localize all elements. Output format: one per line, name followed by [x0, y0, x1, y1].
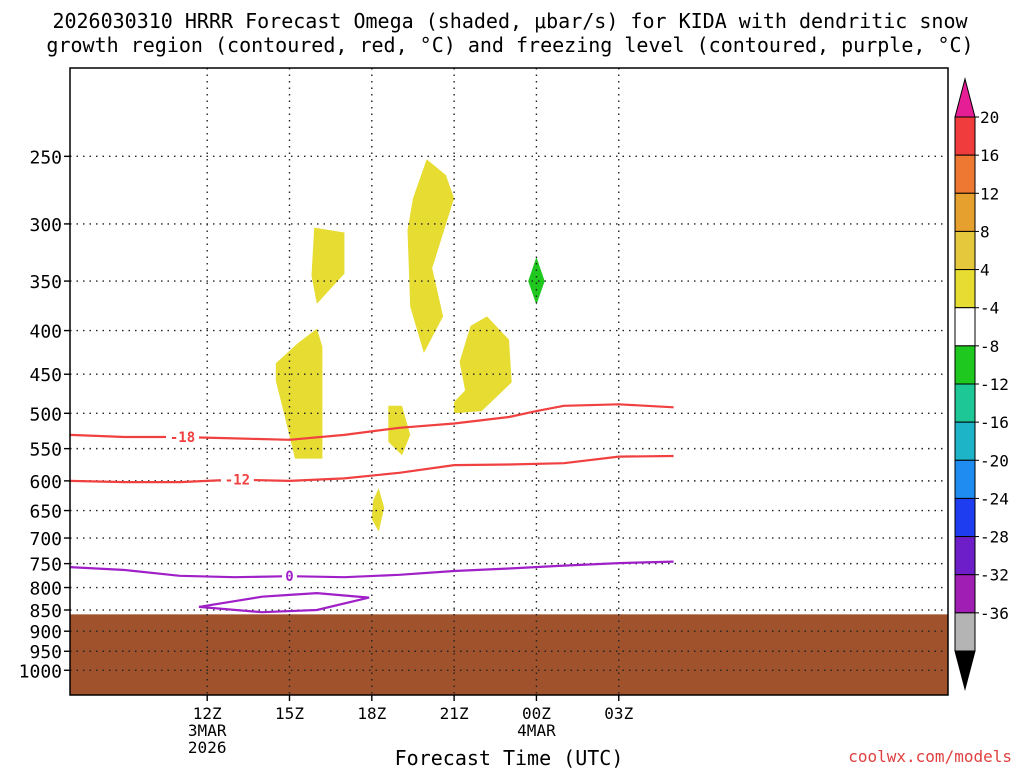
colorbar-label--24: -24	[980, 489, 1009, 508]
colorbar-segment-4	[954, 269, 976, 309]
colorbar-arrow-top	[954, 77, 976, 118]
colorbar-segment-1	[954, 154, 976, 194]
watermark: coolwx.com/models	[848, 747, 1012, 766]
y-tick-label-750: 750	[29, 555, 62, 576]
y-tick-label-300: 300	[29, 215, 62, 236]
colorbar-label--8: -8	[980, 337, 999, 356]
colorbar-label--36: -36	[980, 604, 1009, 623]
omega-region-a	[311, 227, 345, 304]
y-tick-label-500: 500	[29, 404, 62, 425]
colorbar-segment-7	[954, 383, 976, 423]
colorbar-segment-12	[954, 574, 976, 614]
y-tick-label-800: 800	[29, 579, 62, 600]
y-tick-label-600: 600	[29, 472, 62, 493]
x-tick-sublabel2-12Z: 2026	[188, 738, 227, 757]
omega-region-f	[371, 488, 385, 532]
contour-zero	[69, 560, 674, 579]
colorbar-segment-3	[954, 230, 976, 271]
colorbar-label-8: 8	[980, 222, 990, 241]
y-tick-label-550: 550	[29, 440, 62, 461]
y-tick-label-850: 850	[29, 601, 62, 622]
y-tick-label-400: 400	[29, 322, 62, 343]
colorbar-segment-8	[954, 421, 976, 461]
colorbar-label--4: -4	[980, 299, 999, 318]
contour-zero-label-bg	[282, 568, 297, 585]
y-tick-label-250: 250	[29, 147, 62, 168]
y-tick-label-450: 450	[29, 365, 62, 386]
colorbar-label--28: -28	[980, 528, 1009, 547]
contour-minus18-label-bg	[165, 428, 199, 445]
colorbar-label-16: 16	[980, 146, 999, 165]
contour-minus12-label-bg	[220, 471, 254, 488]
y-tick-label-950: 950	[29, 642, 62, 663]
contour-minus12	[69, 454, 674, 484]
colorbar-label--20: -20	[980, 451, 1009, 470]
x-tick-label-12Z: 12Z	[193, 704, 222, 723]
colorbar-arrow-bottom	[954, 650, 976, 691]
x-tick-label-21Z: 21Z	[440, 704, 469, 723]
plot-frame	[69, 67, 949, 696]
omega-region-g	[528, 257, 545, 305]
y-tick-label-650: 650	[29, 502, 62, 523]
x-tick-label-03Z: 03Z	[604, 704, 633, 723]
colorbar-segment-9	[954, 459, 976, 499]
y-tick-label-1000: 1000	[19, 661, 62, 682]
contour-minus12-label: -12	[225, 473, 250, 489]
colorbar-segment-13	[954, 612, 976, 652]
colorbar-label--16: -16	[980, 413, 1009, 432]
colorbar-segment-10	[954, 497, 976, 538]
omega-region-e	[388, 405, 411, 456]
x-tick-label-15Z: 15Z	[275, 704, 304, 723]
colorbar-label--12: -12	[980, 375, 1009, 394]
x-tick-label-00Z: 00Z	[522, 704, 551, 723]
omega-region-b	[275, 328, 323, 459]
chart-title-line1: 2026030310 HRRR Forecast Omega (shaded, …	[52, 9, 968, 33]
chart-title-line2: growth region (contoured, red, °C) and f…	[46, 33, 973, 57]
contour-minus18-label: -18	[170, 430, 195, 446]
x-tick-sublabel-00Z: 4MAR	[517, 721, 556, 740]
contour-zero-label: 0	[285, 569, 293, 585]
colorbar-label-20: 20	[980, 108, 999, 127]
contour-zero-closed	[198, 591, 370, 614]
x-tick-sublabel-12Z: 3MAR	[188, 721, 227, 740]
colorbar-segment-11	[954, 536, 976, 576]
colorbar-segment-2	[954, 192, 976, 232]
colorbar-segment-6	[954, 345, 976, 385]
colorbar-label-12: 12	[980, 184, 999, 203]
x-tick-label-18Z: 18Z	[357, 704, 386, 723]
omega-region-c	[407, 159, 455, 353]
x-axis-label: Forecast Time (UTC)	[395, 746, 624, 768]
colorbar-label--32: -32	[980, 566, 1009, 585]
y-tick-label-350: 350	[29, 272, 62, 293]
colorbar-segment-0	[954, 116, 976, 156]
colorbar-segment-5	[954, 307, 976, 347]
omega-region-d	[454, 316, 512, 414]
underground-region	[70, 614, 948, 695]
y-tick-label-900: 900	[29, 622, 62, 643]
colorbar-label-4: 4	[980, 261, 990, 280]
y-tick-label-700: 700	[29, 529, 62, 550]
